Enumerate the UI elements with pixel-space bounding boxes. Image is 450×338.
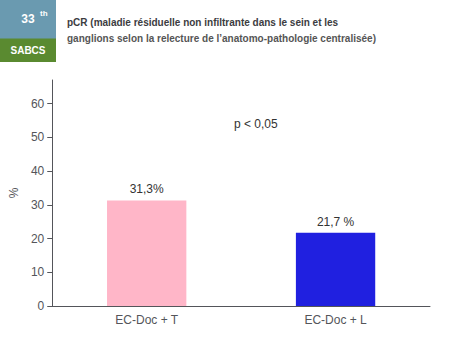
svg-text:21,7 %: 21,7 % [317, 215, 355, 229]
svg-text:p < 0,05: p < 0,05 [234, 117, 278, 131]
svg-text:31,3%: 31,3% [130, 182, 164, 196]
svg-text:EC-Doc + L: EC-Doc + L [304, 313, 367, 327]
svg-text:EC-Doc + T: EC-Doc + T [115, 313, 178, 327]
svg-text:50: 50 [31, 130, 45, 144]
svg-text:10: 10 [31, 265, 45, 279]
svg-text:33: 33 [21, 12, 35, 26]
svg-text:0: 0 [38, 299, 45, 313]
svg-text:60: 60 [31, 97, 45, 111]
svg-text:ganglions selon la relecture d: ganglions selon la relecture de l’anatom… [67, 33, 376, 44]
svg-text:pCR (maladie résiduelle non in: pCR (maladie résiduelle non infiltrante … [67, 17, 339, 28]
svg-text:SABCS: SABCS [10, 45, 45, 56]
svg-text:%: % [7, 187, 21, 198]
svg-text:th: th [40, 9, 48, 18]
svg-text:20: 20 [31, 232, 45, 246]
svg-text:40: 40 [31, 164, 45, 178]
svg-text:30: 30 [31, 198, 45, 212]
